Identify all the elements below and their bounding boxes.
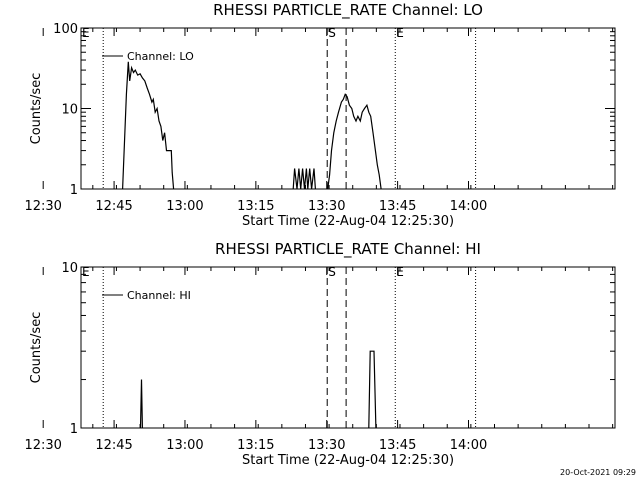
edge-marker-label: E — [82, 26, 90, 40]
y-axis-label: Counts/sec — [29, 312, 44, 384]
legend-label: Channel: HI — [127, 289, 191, 302]
chart-panel-hi: RHESSI PARTICLE_RATE Channel: HI 12:30 12:… — [24, 240, 616, 468]
x-tick-label: 14:00 — [450, 438, 487, 453]
x-tick-label: 13:00 — [166, 438, 203, 453]
edge-marker-label: E — [82, 265, 90, 279]
y-tick-label: 1 — [70, 183, 78, 198]
x-tick-label: 13:30 — [308, 438, 345, 453]
x-tick-label: 13:30 — [308, 199, 345, 214]
y-tick-label: 100 — [53, 22, 78, 37]
timestamp-text: 20-Oct-2021 09:29 — [560, 468, 636, 477]
chart-title: RHESSI PARTICLE_RATE Channel: HI — [215, 240, 481, 259]
x-tick-label: 12:45 — [95, 199, 132, 214]
chart-panel-lo: RHESSI PARTICLE_RATE Channel: LO 12:30 12:… — [24, 1, 616, 229]
x-tick-label: 12:30 — [24, 438, 61, 453]
marker-label: S — [328, 265, 336, 279]
x-tick-label: 12:30 — [24, 199, 61, 214]
y-tick-label: 10 — [61, 103, 78, 118]
marker-label: S — [328, 26, 336, 40]
series-line-segment — [139, 379, 143, 428]
x-tick-label: 13:15 — [237, 199, 274, 214]
series-line-segment — [368, 350, 377, 428]
y-tick-label: 10 — [61, 261, 78, 276]
series-line-segment — [122, 61, 175, 189]
x-tick-label: 13:15 — [237, 438, 274, 453]
series-line-segment — [327, 93, 382, 189]
series-line-segment — [292, 168, 316, 189]
y-tick-label: 1 — [70, 422, 78, 437]
x-tick-label: 14:00 — [450, 199, 487, 214]
plot-frame — [80, 266, 616, 429]
marker-label: E — [396, 265, 404, 279]
legend-label: Channel: LO — [127, 50, 194, 63]
x-tick-label: 12:45 — [95, 438, 132, 453]
x-tick-label: 13:00 — [166, 199, 203, 214]
x-axis-label: Start Time (22-Aug-04 12:25:30) — [242, 214, 454, 229]
x-tick-label: 13:45 — [379, 199, 416, 214]
marker-label: E — [396, 26, 404, 40]
chart-title: RHESSI PARTICLE_RATE Channel: LO — [213, 1, 483, 20]
y-axis-label: Counts/sec — [29, 73, 44, 145]
x-axis-label: Start Time (22-Aug-04 12:25:30) — [242, 453, 454, 468]
x-tick-label: 13:45 — [379, 438, 416, 453]
